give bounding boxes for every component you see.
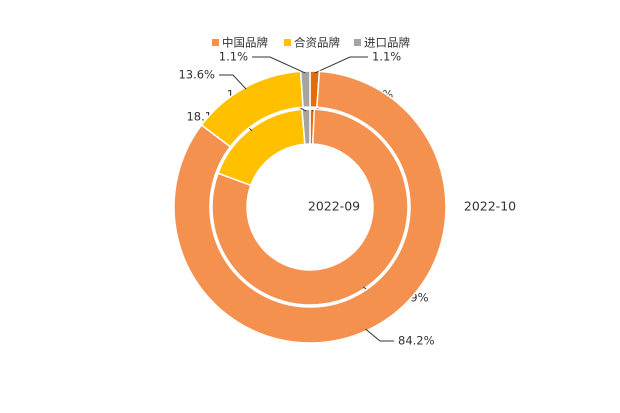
donut-slice (299, 70, 311, 109)
legend-label: 进口品牌 (364, 36, 410, 50)
donut-slice (301, 108, 311, 146)
leader-line (219, 74, 247, 90)
legend-swatch (354, 39, 361, 46)
leader-line (314, 56, 368, 74)
legend-swatch (212, 39, 219, 46)
data-label: 13.6% (178, 68, 215, 82)
data-label: 84.2% (398, 334, 435, 348)
donut-slice (173, 70, 447, 344)
series-name: 2022-10 (464, 199, 516, 214)
legend-swatch (284, 39, 291, 46)
data-label: 1.1% (219, 50, 248, 64)
legend-label: 中国品牌 (222, 36, 268, 50)
leader-line (365, 328, 394, 342)
data-label: 1.1% (372, 50, 401, 64)
series-name: 2022-09 (308, 199, 360, 214)
donut-slice (211, 108, 409, 306)
leader-line (252, 56, 306, 74)
legend-label: 合资品牌 (294, 36, 340, 50)
